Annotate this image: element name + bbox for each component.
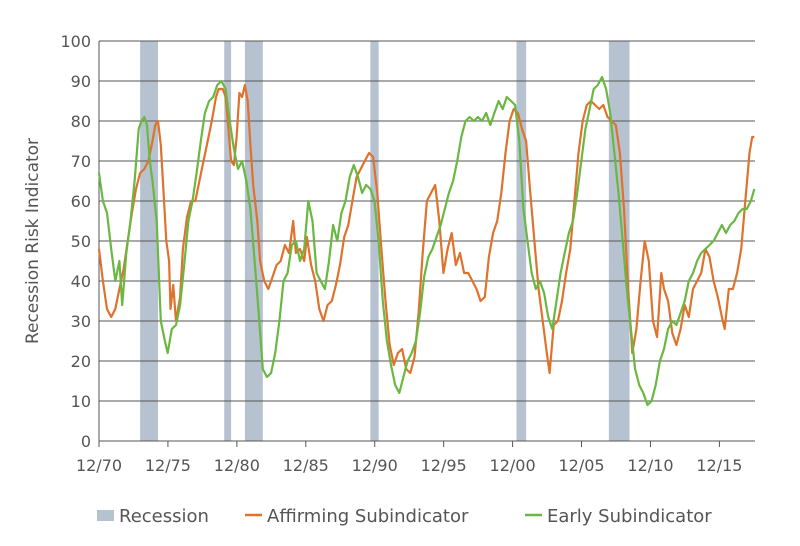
x-tick-label: 12/15: [696, 456, 742, 475]
y-axis-title: Recession Risk Indicator: [23, 138, 43, 344]
y-tick-label: 60: [71, 192, 91, 211]
y-tick-label: 100: [60, 32, 91, 51]
y-tick-label: 50: [71, 232, 91, 251]
x-tick-label: 12/90: [352, 456, 398, 475]
x-tick-label: 12/05: [558, 456, 604, 475]
tick-labels: 0 10 20 30 40 50 60 70 80 90 100 12/70 12/75 12/80 12/…: [60, 32, 742, 475]
y-tick-label: 30: [71, 312, 91, 331]
x-tick-label: 12/70: [76, 456, 122, 475]
series-line-early-subindicator: [97, 75, 756, 407]
legend-label-series: Affirming Subindicator: [267, 506, 469, 527]
legend-swatch-recession: [97, 510, 114, 521]
axes: [98, 41, 755, 447]
y-tick-label: 80: [71, 112, 91, 131]
legend-label-recession: Recession: [119, 506, 209, 527]
x-tick-label: 12/85: [283, 456, 329, 475]
x-tick-label: 12/00: [490, 456, 536, 475]
y-tick-label: 10: [71, 392, 91, 411]
series-line-affirming-subindicator: [97, 83, 755, 375]
y-tick-label: 20: [71, 352, 91, 371]
x-tick-label: 12/10: [627, 456, 673, 475]
x-tick-label: 12/75: [145, 456, 191, 475]
y-tick-label: 70: [71, 152, 91, 171]
x-tick-label: 12/95: [421, 456, 467, 475]
legend: Recession Affirming Subindicator Early Sub…: [97, 506, 712, 527]
x-tick-label: 12/80: [214, 456, 260, 475]
y-tick-label: 90: [71, 72, 91, 91]
series-lines: [97, 75, 756, 407]
y-tick-label: 40: [71, 272, 91, 291]
y-tick-label: 0: [81, 432, 91, 451]
legend-label-series: Early Subindicator: [547, 506, 712, 527]
